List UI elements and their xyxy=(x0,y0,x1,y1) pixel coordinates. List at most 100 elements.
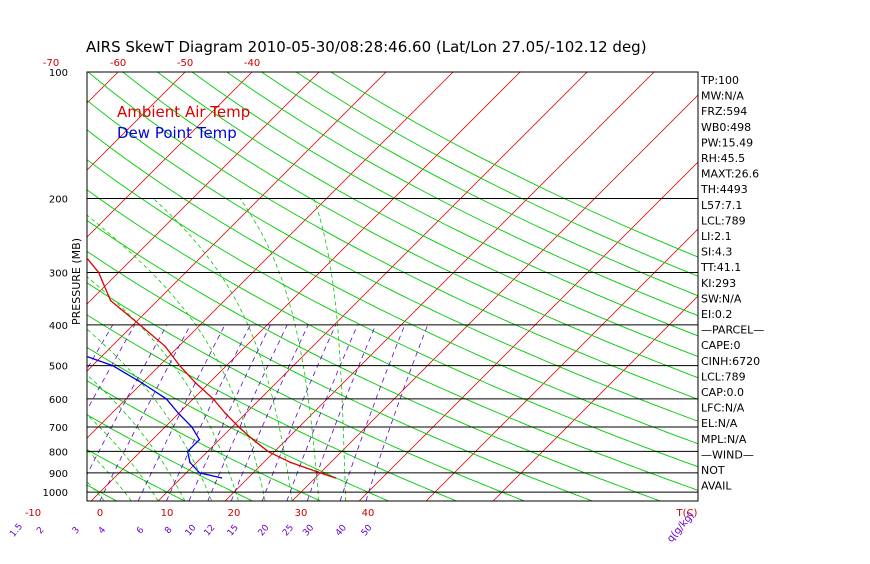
mixing-ratio-line xyxy=(0,325,34,501)
isotherm-line xyxy=(292,72,721,501)
y-tick-label: 400 xyxy=(49,321,68,332)
index-entry: EI:0.2 xyxy=(701,308,732,321)
index-entry: TP:100 xyxy=(700,74,739,87)
index-entry: MPL:N/A xyxy=(701,433,747,446)
legend: Ambient Air Temp Dew Point Temp xyxy=(117,103,250,142)
moist-adiabat-line xyxy=(0,199,51,502)
dry-adiabat-line xyxy=(331,72,870,501)
index-entry: LI:2.1 xyxy=(701,230,732,243)
index-panel: TP:100MW:N/AFRZ:594WB0:498PW:15.49RH:45.… xyxy=(700,74,764,493)
profile-point xyxy=(212,398,214,400)
mixing-ratio-tick-label: 4 xyxy=(97,525,109,536)
y-tick-label: 300 xyxy=(49,268,68,279)
profile-point xyxy=(319,472,321,474)
profile-point xyxy=(57,346,59,348)
profile-point xyxy=(166,398,168,400)
mixing-ratio-tick-label: 1.5 xyxy=(8,522,25,539)
profile-point xyxy=(178,413,180,415)
moist-adiabat-line xyxy=(0,199,239,502)
index-entry: AVAIL xyxy=(701,480,732,493)
profile-point xyxy=(189,462,191,464)
mixing-ratio-tick-label: 40 xyxy=(334,523,349,538)
mixing-ratio-tick-label: 8 xyxy=(163,525,175,536)
profile-point xyxy=(221,477,223,479)
mixing-ratio-line xyxy=(0,325,83,501)
index-entry: —WIND— xyxy=(701,448,754,461)
isotherm-line xyxy=(426,72,855,501)
legend-dew-point-temp: Dew Point Temp xyxy=(117,124,237,142)
index-entry: RH:45.5 xyxy=(701,152,745,165)
bottom-temp-tick-label: -10 xyxy=(25,508,41,519)
index-entry: NOT xyxy=(701,464,725,477)
isotherm-line xyxy=(0,72,118,501)
mixing-ratio-line xyxy=(307,325,375,501)
profile-point xyxy=(164,346,166,348)
y-tick-label: 700 xyxy=(49,423,68,434)
index-entry: MW:N/A xyxy=(701,90,744,103)
y-tick-label: 100 xyxy=(49,68,68,79)
profile-point xyxy=(199,439,201,441)
profile-point xyxy=(267,451,269,453)
index-entry: CINH:6720 xyxy=(701,355,760,368)
y-axis-label: PRESSURE (MB) xyxy=(70,238,83,325)
mixing-ratio-tick-label: 6 xyxy=(135,525,147,536)
mixing-ratio-tick-label: 3 xyxy=(71,525,82,536)
mixing-ratio-tick-label: 50 xyxy=(360,523,375,538)
dry-adiabat-line xyxy=(0,72,117,501)
dry-adiabat-line xyxy=(227,72,870,501)
y-tick-label: 1000 xyxy=(43,488,68,499)
index-entry: L57:7.1 xyxy=(701,199,742,212)
index-entry: CAP:0.0 xyxy=(701,386,744,399)
profile-point xyxy=(31,198,33,200)
bottom-temp-tick-label: 0 xyxy=(97,508,103,519)
mixing-ratio-line xyxy=(100,325,191,501)
index-entry: LFC:N/A xyxy=(701,402,745,415)
top-temp-tick-label: -60 xyxy=(110,58,126,69)
index-entry: KI:293 xyxy=(701,277,736,290)
profile-point xyxy=(252,439,254,441)
dry-adiabat-line xyxy=(192,72,870,501)
moist-adiabat-line xyxy=(0,199,24,502)
moist-adiabat-line xyxy=(0,199,212,502)
profile-point xyxy=(110,300,112,302)
index-entry: SW:N/A xyxy=(701,292,742,305)
dry-adiabat-line xyxy=(262,72,870,501)
top-temp-tick-label: -70 xyxy=(43,58,59,69)
profile-point xyxy=(43,145,45,147)
profile-point xyxy=(290,462,292,464)
index-entry: LCL:789 xyxy=(701,370,746,383)
index-entry: TT:41.1 xyxy=(700,261,741,274)
y-tick-label: 800 xyxy=(49,447,68,458)
mixing-ratio-line xyxy=(208,325,287,501)
bottom-temp-tick-label: 10 xyxy=(161,508,174,519)
profile-point xyxy=(191,426,193,428)
bottom-temp-tick-label: 20 xyxy=(228,508,241,519)
index-entry: LCL:789 xyxy=(701,214,746,227)
profile-point xyxy=(335,477,337,479)
index-entry: MAXT:26.6 xyxy=(701,168,759,181)
index-entry: TH:4493 xyxy=(700,183,748,196)
index-entry: SI:4.3 xyxy=(701,246,732,259)
y-tick-label: 600 xyxy=(49,395,68,406)
isotherm-line xyxy=(493,72,870,501)
axis-layer: 1002003004005006007008009001000PRESSURE … xyxy=(0,58,698,545)
bottom-temp-tick-label: 30 xyxy=(295,508,308,519)
dry-adiabat-line xyxy=(158,72,870,501)
mixing-ratio-tick-label: 2 xyxy=(35,525,46,536)
top-temp-tick-label: -50 xyxy=(177,58,193,69)
isotherm-line xyxy=(0,72,51,501)
mixing-ratio-tick-label: 10 xyxy=(184,523,199,538)
mixing-ratio-tick-label: 30 xyxy=(301,523,316,538)
mixing-ratio-tick-label: 20 xyxy=(257,523,272,538)
chart-title: AIRS SkewT Diagram 2010-05-30/08:28:46.6… xyxy=(86,38,647,56)
dry-adiabat-line xyxy=(296,72,870,501)
index-entry: —PARCEL— xyxy=(701,324,764,337)
profile-point xyxy=(187,451,189,453)
legend-ambient-air-temp: Ambient Air Temp xyxy=(117,103,250,121)
profile-point xyxy=(141,382,143,384)
moist-adiabat-line xyxy=(153,199,292,502)
mixing-ratio-tick-label: 12 xyxy=(202,523,217,538)
profile-point xyxy=(139,324,141,326)
